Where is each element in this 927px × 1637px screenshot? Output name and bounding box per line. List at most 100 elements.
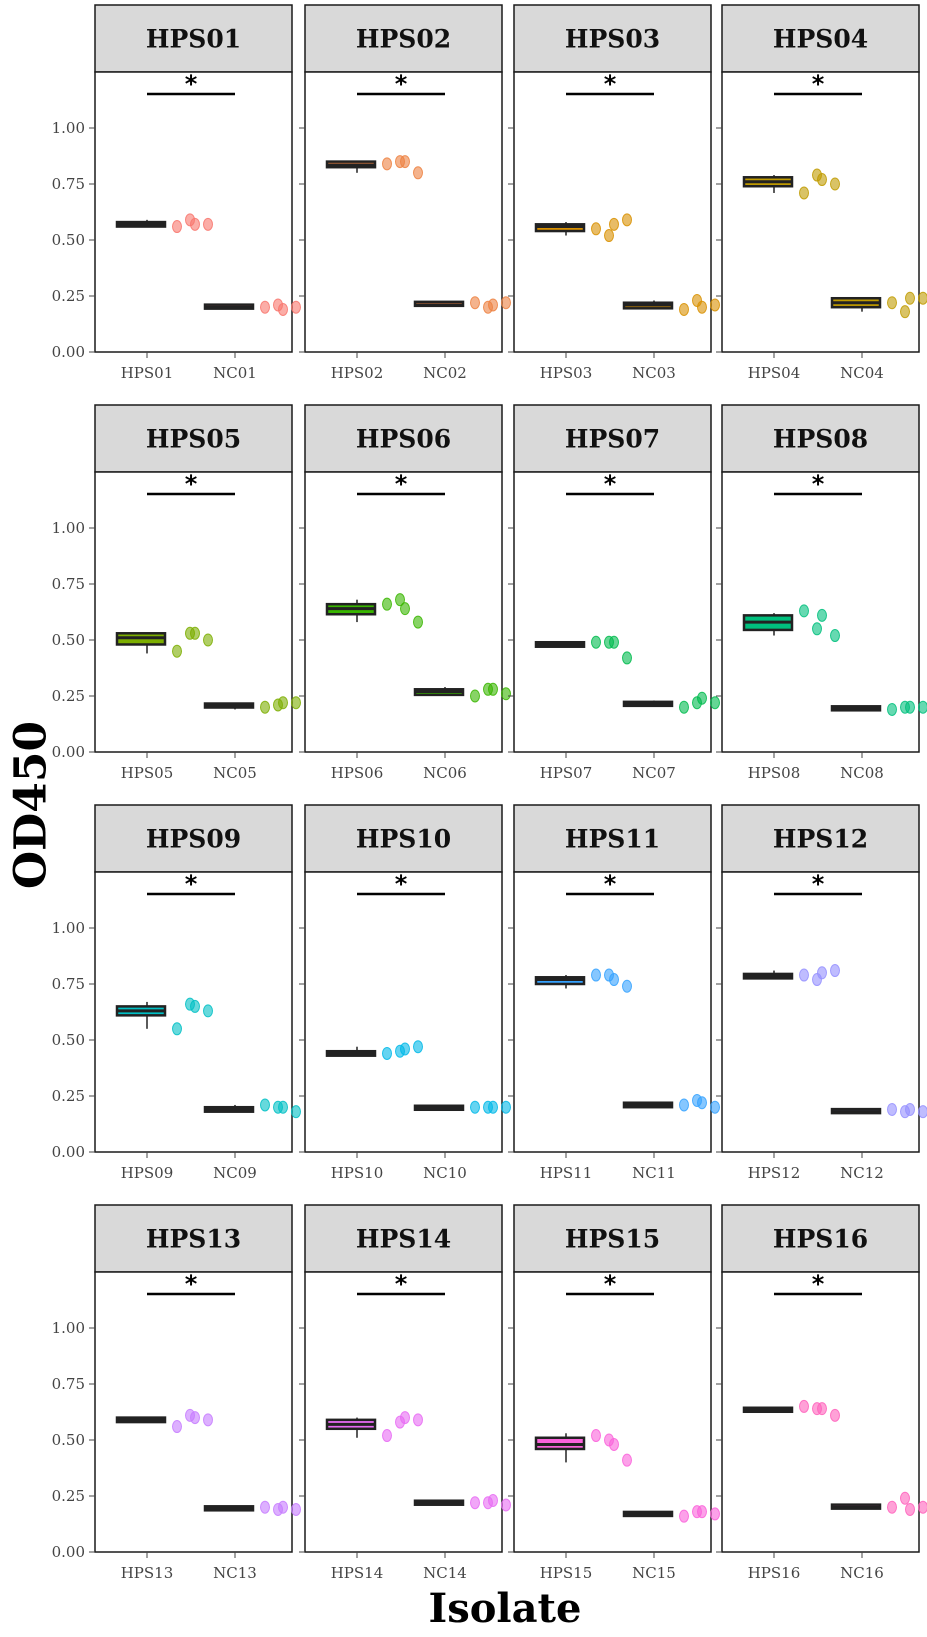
data-point	[260, 300, 270, 314]
data-point	[679, 1098, 689, 1112]
facet-strip	[513, 404, 712, 473]
data-point	[203, 1004, 213, 1018]
significance-label: *	[395, 70, 408, 98]
x-tick-label: HPS10	[331, 1164, 384, 1182]
significance-label: *	[812, 70, 825, 98]
y-tick-label: 0.75	[52, 175, 85, 193]
x-tick-label: NC05	[213, 764, 257, 782]
facet-title: HPS02	[356, 25, 451, 54]
data-point	[190, 626, 200, 640]
data-point	[591, 1429, 601, 1443]
data-point	[501, 1498, 511, 1512]
data-point	[591, 968, 601, 982]
data-point	[622, 979, 632, 993]
facet-title: HPS16	[773, 1225, 868, 1254]
facet-title: HPS14	[356, 1225, 451, 1254]
data-point	[382, 157, 392, 171]
data-point	[172, 220, 182, 234]
data-point	[710, 1100, 720, 1114]
x-axis-title: Isolate	[429, 1585, 582, 1632]
data-point	[382, 1429, 392, 1443]
data-point	[830, 964, 840, 978]
data-point	[172, 1420, 182, 1434]
y-tick-label: 0.75	[52, 975, 85, 993]
facet-strip	[513, 1204, 712, 1273]
x-tick-label: HPS05	[121, 764, 174, 782]
facet-title: HPS11	[565, 825, 660, 854]
facet-strip	[721, 4, 920, 73]
data-point	[622, 1453, 632, 1467]
data-point	[697, 1096, 707, 1110]
facet-title: HPS12	[773, 825, 868, 854]
data-point	[905, 291, 915, 305]
data-point	[604, 229, 614, 243]
facet-strip	[304, 4, 503, 73]
x-tick-label: HPS13	[121, 1564, 174, 1582]
plot-area	[513, 871, 712, 1153]
data-point	[591, 222, 601, 236]
data-point	[918, 1500, 927, 1514]
data-point	[488, 1100, 498, 1114]
facet-title: HPS13	[146, 1225, 241, 1254]
data-point	[817, 966, 827, 980]
data-point	[918, 291, 927, 305]
data-point	[400, 1411, 410, 1425]
x-tick-label: HPS06	[331, 764, 384, 782]
x-tick-label: HPS15	[540, 1564, 593, 1582]
data-point	[278, 696, 288, 710]
data-point	[679, 302, 689, 316]
data-point	[817, 1402, 827, 1416]
significance-label: *	[604, 470, 617, 498]
data-point	[697, 1505, 707, 1519]
x-tick-label: NC08	[840, 764, 884, 782]
data-point	[470, 1496, 480, 1510]
data-point	[679, 1509, 689, 1523]
data-point	[887, 1500, 897, 1514]
facet-title: HPS04	[773, 25, 868, 54]
data-point	[413, 166, 423, 180]
significance-label: *	[185, 1270, 198, 1298]
facet-title: HPS03	[565, 25, 660, 54]
x-tick-label: HPS14	[331, 1564, 384, 1582]
data-point	[488, 1493, 498, 1507]
data-point	[190, 1411, 200, 1425]
x-tick-label: HPS08	[748, 764, 801, 782]
data-point	[817, 608, 827, 622]
facet-strip	[513, 4, 712, 73]
y-tick-label: 1.00	[52, 1319, 85, 1337]
data-point	[679, 700, 689, 714]
data-point	[501, 687, 511, 701]
facet-panel: HPS01 0.00 0.25 0.50 0.75 1.00 HPS01 NC01 *	[52, 4, 301, 382]
y-tick-label: 0.75	[52, 1375, 85, 1393]
data-point	[697, 691, 707, 705]
facet-title: HPS06	[356, 425, 451, 454]
significance-label: *	[185, 870, 198, 898]
data-point	[799, 968, 809, 982]
y-tick-label: 0.25	[52, 687, 85, 705]
x-tick-label: NC16	[840, 1564, 884, 1582]
significance-label: *	[812, 870, 825, 898]
facet-title: HPS08	[773, 425, 868, 454]
plot-area	[94, 471, 293, 753]
data-point	[470, 689, 480, 703]
facet-panel: HPS16 HPS16 NC16 *	[716, 1204, 927, 1582]
data-point	[887, 702, 897, 716]
data-point	[697, 300, 707, 314]
x-tick-label: NC07	[632, 764, 676, 782]
data-point	[609, 217, 619, 231]
y-tick-label: 0.25	[52, 287, 85, 305]
data-point	[799, 1399, 809, 1413]
x-tick-label: HPS02	[331, 364, 384, 382]
facet-panel: HPS11 HPS11 NC11 *	[508, 804, 720, 1182]
y-tick-label: 0.00	[52, 1143, 85, 1161]
data-point	[887, 296, 897, 310]
data-point	[291, 1502, 301, 1516]
facet-panel: HPS10 HPS10 NC10 *	[299, 804, 511, 1182]
x-tick-label: HPS16	[748, 1564, 801, 1582]
data-point	[501, 1100, 511, 1114]
facet-panel: HPS04 HPS04 NC04 *	[716, 4, 927, 382]
data-point	[710, 696, 720, 710]
facet-title: HPS07	[565, 425, 660, 454]
facet-strip	[721, 1204, 920, 1273]
data-point	[622, 651, 632, 665]
